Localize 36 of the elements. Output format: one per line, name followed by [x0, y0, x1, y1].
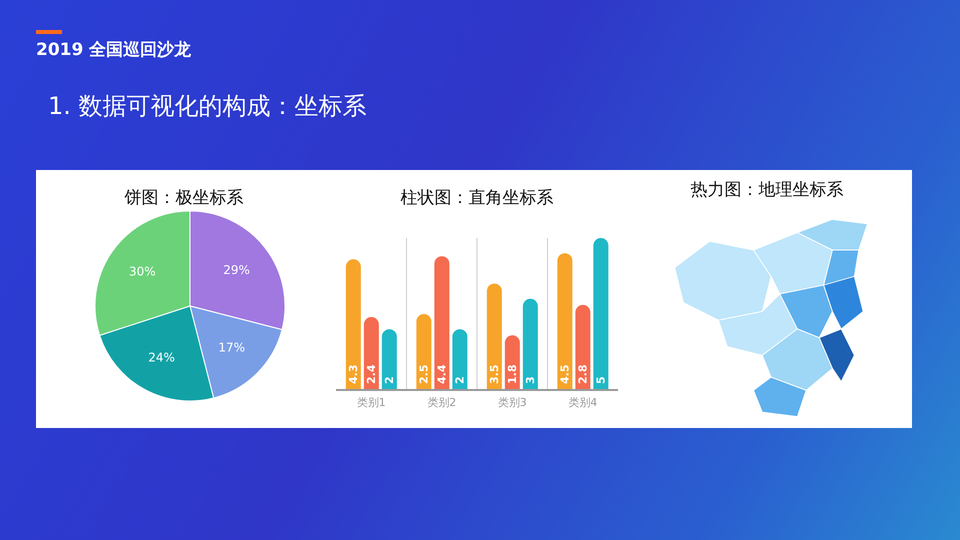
data-label: 2 — [382, 376, 396, 384]
data-label: 3.5 — [488, 364, 501, 384]
data-label: 5 — [594, 376, 608, 384]
data-label: 2.4 — [364, 364, 378, 384]
x-tick-label: 类别4 — [568, 396, 598, 409]
bar — [452, 329, 468, 390]
chart-title: 柱状图：直角坐标系 — [400, 187, 554, 209]
data-label: 30% — [129, 264, 156, 278]
bar — [382, 329, 397, 390]
data-label: 1.8 — [506, 364, 519, 384]
data-label: 4.3 — [346, 364, 360, 384]
text: 1. 数据可视化的构成：坐标系 — [48, 91, 367, 122]
x-tick-label: 类别2 — [427, 396, 456, 409]
bar — [346, 259, 361, 390]
text: 2019 全国巡回沙龙 — [36, 39, 192, 61]
bar — [416, 314, 432, 390]
bar — [434, 256, 450, 390]
chart-title: 饼图：极坐标系 — [124, 187, 244, 209]
bar — [575, 304, 590, 390]
bar — [486, 284, 502, 390]
bar — [364, 317, 379, 390]
data-label: 4.5 — [558, 364, 572, 384]
data-label: 2.8 — [576, 364, 590, 384]
data-label: 3 — [524, 376, 537, 384]
data-label: 29% — [223, 262, 250, 277]
data-label: 4.4 — [435, 364, 448, 384]
bar — [557, 253, 572, 390]
bar — [593, 238, 608, 390]
bar — [522, 298, 538, 390]
data-label: 2.5 — [417, 364, 430, 384]
data-label: 2 — [453, 376, 466, 384]
data-label: 17% — [218, 340, 245, 355]
text: 热力图：地理坐标系 — [690, 179, 844, 201]
data-label: 24% — [148, 350, 175, 365]
x-tick-label: 类别1 — [356, 396, 386, 409]
x-tick-label: 类别3 — [498, 396, 527, 409]
